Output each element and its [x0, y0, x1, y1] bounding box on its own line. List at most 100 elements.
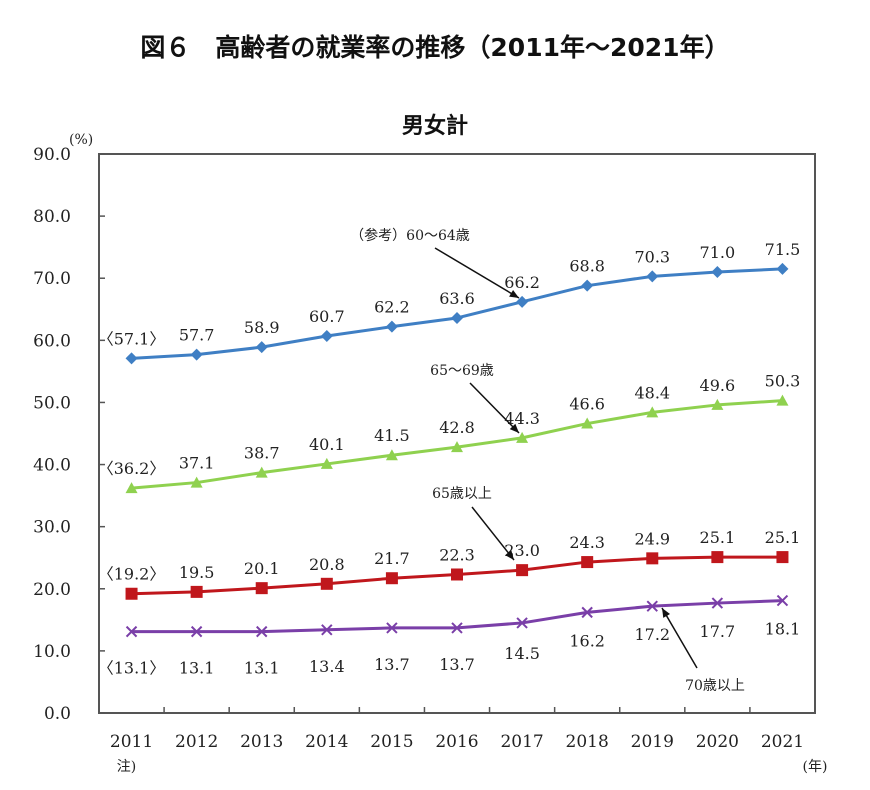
data-point [386, 622, 398, 634]
y-tick-label: 50.0 [33, 393, 71, 413]
data-point [711, 551, 724, 564]
x-tick-label: 2015 [370, 732, 413, 752]
data-label: 25.1 [700, 528, 736, 547]
data-point [125, 625, 138, 638]
data-label: 22.3 [439, 545, 475, 564]
data-label: 18.1 [765, 620, 801, 639]
x-axis-unit: (年) [803, 759, 828, 775]
y-tick-label: 70.0 [33, 269, 71, 289]
annotation-arrow [434, 247, 520, 299]
data-point [255, 582, 268, 595]
data-point [125, 482, 138, 494]
data-label: 40.1 [309, 435, 345, 454]
data-label: 〈13.1〉 [98, 659, 166, 678]
data-point [190, 585, 203, 598]
x-tick-label: 2014 [305, 732, 348, 752]
data-label: 14.5 [504, 644, 540, 663]
data-point [190, 348, 203, 361]
data-point [581, 279, 594, 292]
data-point [581, 556, 594, 569]
data-label: 24.3 [569, 533, 605, 552]
annotation-arrow [471, 506, 515, 561]
annotation-arrow [469, 382, 520, 434]
arrow-head [509, 423, 519, 433]
data-label: 〈19.2〉 [98, 565, 166, 584]
data-label: 13.7 [439, 655, 475, 674]
data-point [451, 622, 463, 634]
data-label: 68.8 [569, 257, 605, 276]
data-point [711, 398, 724, 410]
data-label: 17.7 [700, 622, 736, 641]
data-point [776, 394, 789, 406]
data-label: 71.5 [765, 240, 801, 259]
data-point [646, 600, 658, 612]
data-label: 23.0 [504, 541, 540, 560]
data-label: 62.2 [374, 298, 410, 317]
data-label: 38.7 [244, 444, 280, 463]
data-point [125, 587, 138, 600]
data-point [451, 568, 463, 581]
data-label: 48.4 [634, 383, 670, 402]
plot-frame [98, 153, 816, 714]
x-tick-label: 2011 [110, 732, 153, 752]
data-point [385, 572, 398, 585]
chart-title: 図６ 高齢者の就業率の推移（2011年～2021年） [140, 33, 730, 62]
data-label: 21.7 [374, 549, 410, 568]
data-point [646, 270, 659, 283]
data-label: 25.1 [765, 528, 801, 547]
data-label: 49.6 [700, 376, 736, 395]
data-point [320, 329, 333, 342]
arrow-head [505, 550, 514, 560]
data-point [451, 311, 463, 324]
data-label: 13.4 [309, 657, 345, 676]
data-label: 16.2 [569, 631, 605, 650]
data-point [516, 617, 528, 629]
data-point [646, 552, 659, 565]
data-point [711, 266, 724, 279]
series-annotation: 65歳以上 [432, 486, 492, 502]
x-tick-label: 2020 [696, 732, 739, 752]
arrow-head [662, 608, 671, 618]
series-annotation: 65～69歳 [430, 363, 494, 379]
x-tick-label: 2013 [240, 732, 283, 752]
data-label: 66.2 [504, 273, 540, 292]
data-label: 13.1 [244, 659, 280, 678]
data-label: 37.1 [179, 454, 215, 473]
y-tick-label: 40.0 [33, 456, 71, 476]
data-point [451, 441, 463, 453]
y-tick-label: 10.0 [33, 642, 71, 662]
data-label: 60.7 [309, 307, 345, 326]
data-label: 58.9 [244, 318, 280, 337]
data-point [255, 341, 268, 354]
data-point [190, 625, 203, 638]
data-label: 70.3 [634, 247, 670, 266]
data-point [320, 457, 333, 469]
series-annotation: 70歳以上 [685, 678, 745, 694]
data-label: 50.3 [765, 372, 801, 391]
data-point [255, 466, 268, 478]
data-point [385, 320, 398, 333]
data-point [125, 352, 138, 365]
data-label: 13.7 [374, 655, 410, 674]
x-tick-label: 2016 [435, 732, 478, 752]
data-label: 57.7 [179, 326, 215, 345]
data-label: 41.5 [374, 426, 410, 445]
arrow-head [509, 289, 519, 298]
data-label: 46.6 [569, 395, 605, 414]
y-axis-unit: (%) [69, 132, 93, 148]
x-note: 注) [117, 759, 136, 775]
data-label: 44.3 [504, 409, 540, 428]
annotation-arrow [661, 607, 698, 669]
series-annotation: （参考）60～64歳 [350, 227, 470, 244]
data-label: 〈57.1〉 [98, 329, 166, 348]
data-label: 19.5 [179, 563, 215, 582]
x-tick-label: 2019 [631, 732, 674, 752]
data-label: 〈36.2〉 [98, 459, 166, 478]
data-point [516, 564, 529, 577]
data-point [646, 406, 659, 418]
data-point [581, 417, 594, 429]
y-tick-label: 90.0 [33, 145, 71, 165]
y-tick-label: 0.0 [44, 704, 71, 724]
data-point [776, 551, 789, 564]
